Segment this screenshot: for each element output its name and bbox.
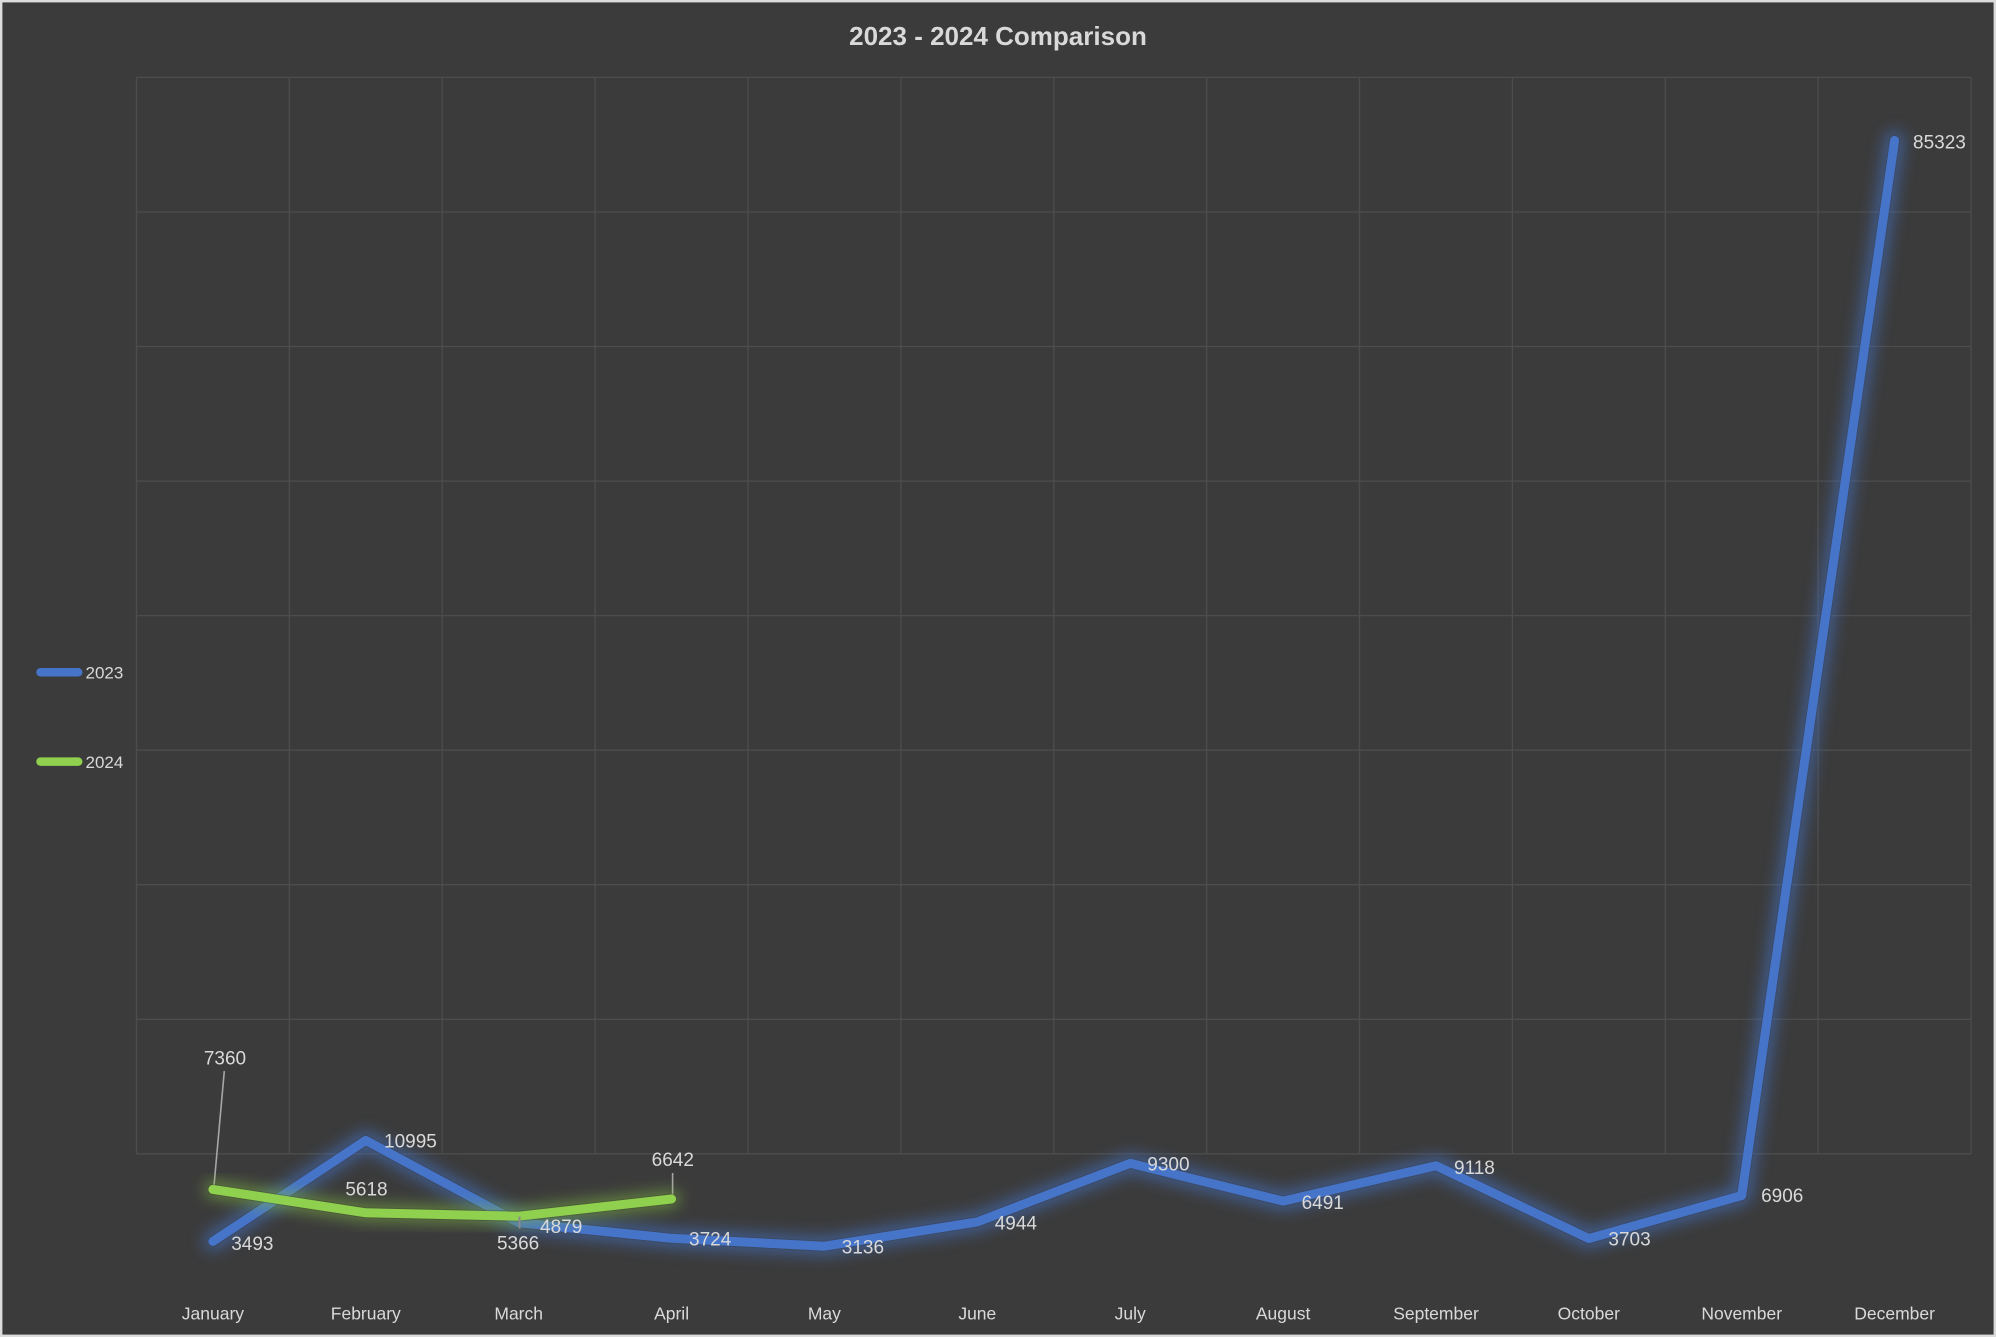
svg-text:3724: 3724 (689, 1230, 732, 1251)
svg-text:6491: 6491 (1302, 1193, 1344, 1214)
svg-text:May: May (808, 1303, 841, 1323)
svg-text:6642: 6642 (652, 1150, 694, 1171)
svg-text:9300: 9300 (1147, 1154, 1189, 1175)
svg-text:9118: 9118 (1454, 1158, 1495, 1179)
svg-text:June: June (958, 1303, 996, 1323)
svg-text:3703: 3703 (1608, 1229, 1650, 1250)
svg-text:March: March (494, 1303, 543, 1323)
svg-text:10995: 10995 (384, 1131, 437, 1152)
svg-text:December: December (1854, 1303, 1935, 1323)
svg-text:August: August (1256, 1303, 1311, 1323)
svg-text:2024: 2024 (86, 753, 124, 772)
svg-text:85323: 85323 (1913, 132, 1966, 153)
svg-text:4944: 4944 (995, 1214, 1038, 1235)
svg-text:3136: 3136 (842, 1238, 884, 1259)
svg-text:2023: 2023 (86, 664, 124, 683)
svg-text:7360: 7360 (204, 1049, 246, 1070)
svg-text:November: November (1701, 1303, 1782, 1323)
svg-text:February: February (331, 1303, 401, 1323)
svg-text:5618: 5618 (345, 1179, 387, 1200)
svg-text:October: October (1558, 1303, 1620, 1323)
svg-text:April: April (654, 1303, 689, 1323)
svg-text:6906: 6906 (1761, 1186, 1803, 1207)
svg-text:September: September (1393, 1303, 1479, 1323)
svg-text:4879: 4879 (540, 1217, 582, 1238)
svg-text:January: January (182, 1303, 245, 1323)
svg-text:5366: 5366 (497, 1233, 539, 1254)
svg-text:2023 - 2024 Comparison: 2023 - 2024 Comparison (849, 21, 1147, 51)
svg-text:July: July (1115, 1303, 1146, 1323)
svg-text:3493: 3493 (231, 1234, 273, 1255)
